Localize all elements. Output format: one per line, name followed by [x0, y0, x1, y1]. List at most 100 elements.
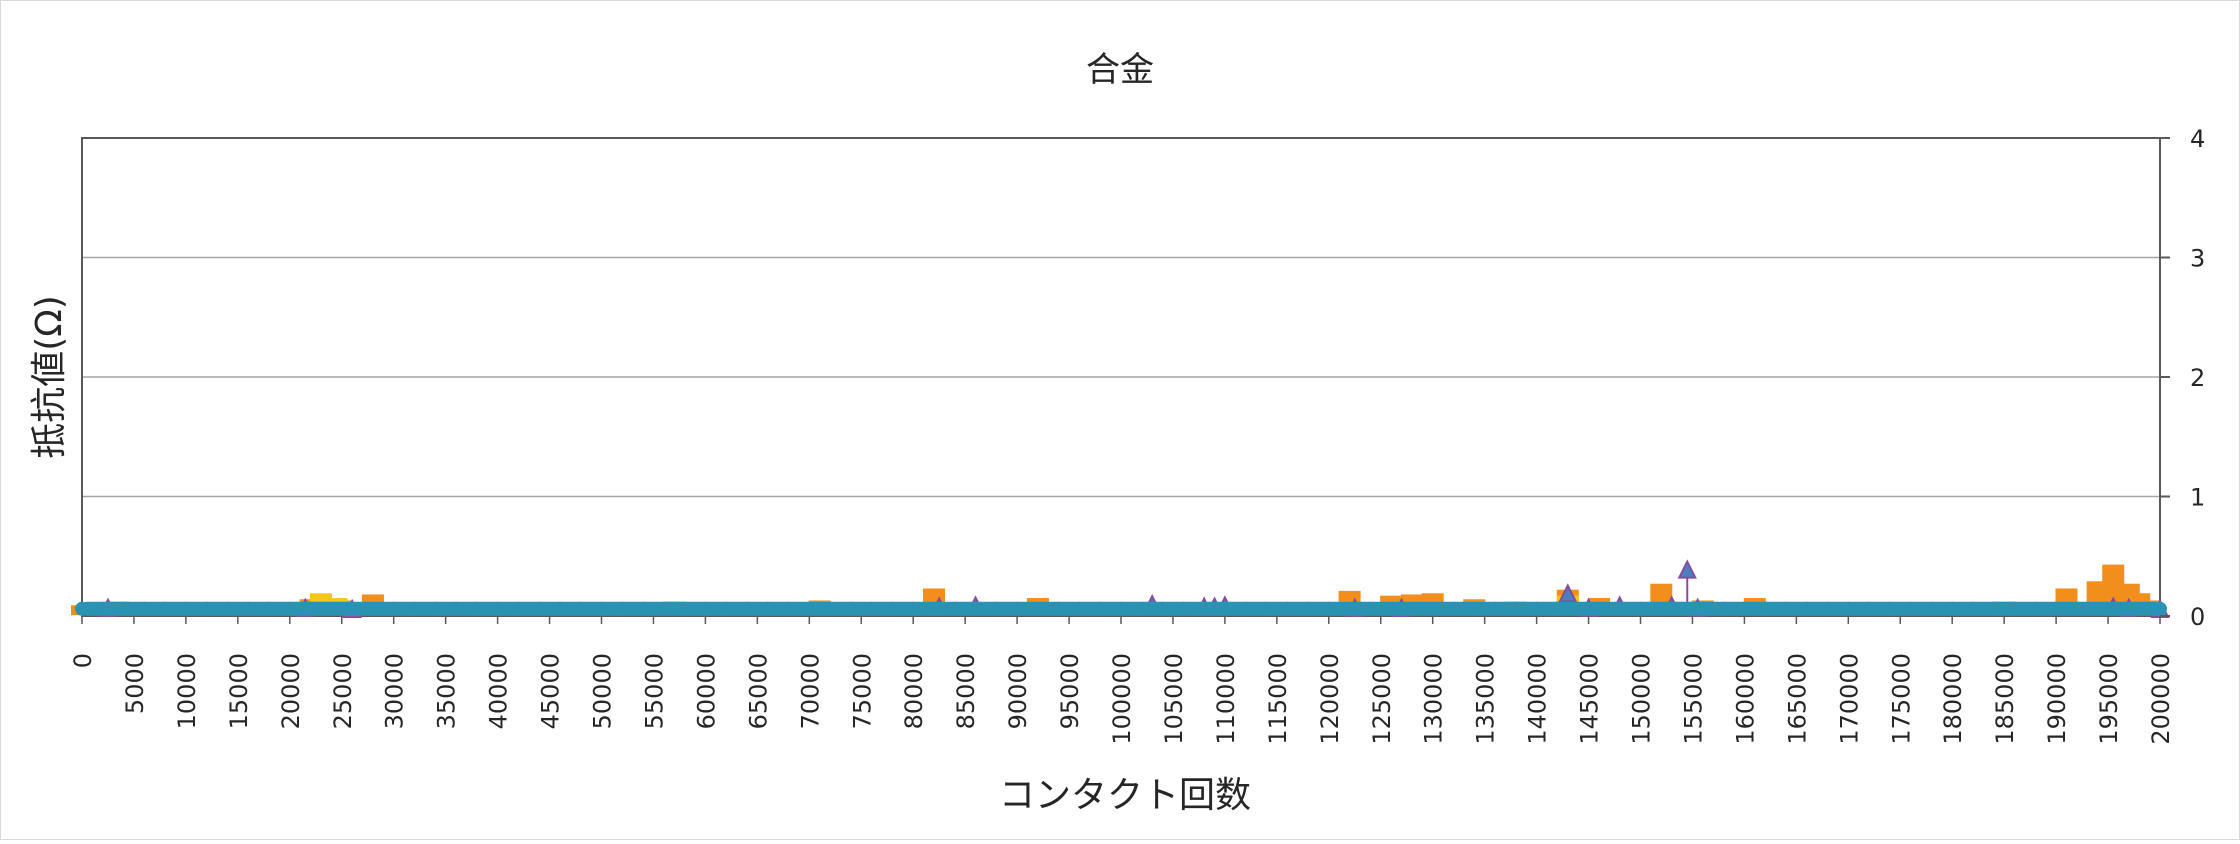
data-point-circle — [1404, 601, 1419, 616]
data-point-circle — [199, 601, 214, 616]
data-point-circle — [469, 601, 484, 616]
data-point-circle — [760, 601, 775, 616]
data-point-circle — [386, 601, 401, 616]
x-tick-label: 55000 — [640, 653, 668, 729]
data-point-circle — [1072, 601, 1087, 616]
data-point-circle — [2132, 601, 2147, 616]
data-point-circle — [1571, 601, 1586, 616]
y-axis-ticks: 0 1 2 3 4 — [2160, 125, 2205, 631]
data-point-circle — [1841, 601, 1856, 616]
data-point-circle — [2090, 601, 2105, 616]
data-point-circle — [1965, 601, 1980, 616]
data-point-circle — [428, 601, 443, 616]
data-point-circle — [843, 601, 858, 616]
x-tick-label: 150000 — [1628, 653, 1656, 745]
x-tick-label: 60000 — [692, 653, 720, 729]
data-point-circle — [220, 601, 235, 616]
data-point-circle — [1384, 601, 1399, 616]
data-point-circle — [1508, 601, 1523, 616]
data-point-circle — [1778, 601, 1793, 616]
data-point-circle — [1591, 601, 1606, 616]
data-point-circle — [2111, 601, 2126, 616]
data-point-circle — [1238, 601, 1253, 616]
data-point-circle — [1114, 601, 1128, 616]
data-point-circle — [823, 601, 838, 616]
x-tick-label: 0 — [69, 653, 97, 668]
x-tick-label: 160000 — [1731, 653, 1759, 745]
data-point-circle — [1217, 601, 1232, 616]
y-tick-label: 0 — [2190, 603, 2205, 631]
x-tick-label: 20000 — [277, 653, 305, 729]
x-tick-label: 25000 — [329, 653, 357, 729]
x-tick-label: 200000 — [2147, 653, 2175, 745]
x-tick-label: 75000 — [848, 653, 876, 729]
x-tick-label: 145000 — [1576, 653, 1604, 745]
data-point-circle — [1321, 601, 1336, 616]
data-point-circle — [407, 601, 422, 616]
data-point-circle — [594, 601, 609, 616]
data-point-circle — [1737, 601, 1752, 616]
x-tick-label: 5000 — [121, 653, 149, 714]
data-point-circle — [1467, 601, 1482, 616]
data-point-circle — [2069, 601, 2084, 616]
x-tick-label: 45000 — [537, 653, 565, 729]
x-tick-label: 105000 — [1160, 653, 1188, 745]
data-point-circle — [1342, 601, 1357, 616]
x-tick-label: 170000 — [1835, 653, 1863, 745]
data-point-circle — [989, 601, 1004, 616]
data-point-circle — [116, 601, 131, 616]
data-point-circle — [1155, 601, 1170, 616]
x-tick-label: 90000 — [1004, 653, 1032, 729]
y-tick-label: 4 — [2190, 125, 2205, 153]
data-point-circle — [1134, 601, 1149, 616]
data-point-circle — [1529, 601, 1544, 616]
x-tick-label: 35000 — [433, 653, 461, 729]
data-point-circle — [1051, 601, 1066, 616]
x-tick-label: 10000 — [173, 653, 201, 729]
data-point-circle — [906, 601, 921, 616]
data-point-circle — [698, 601, 713, 616]
x-tick-label: 50000 — [589, 653, 617, 729]
data-point-circle — [490, 601, 505, 616]
data-point-circle — [241, 601, 256, 616]
data-point-circle — [1093, 601, 1108, 616]
x-tick-label: 125000 — [1368, 653, 1396, 745]
x-axis-ticks: 0 5000 10000 15000 20000 25000 30000 35000 40000… — [69, 616, 2175, 745]
x-tick-label: 120000 — [1316, 653, 1344, 745]
data-point-circle — [1550, 601, 1565, 616]
x-tick-label: 40000 — [485, 653, 513, 729]
data-point-circle — [511, 601, 526, 616]
data-point-circle — [158, 601, 173, 616]
data-point-circle — [282, 601, 297, 616]
data-point-circle — [137, 601, 152, 616]
data-point-circle — [1633, 601, 1648, 616]
data-point-circle — [1820, 601, 1835, 616]
x-tick-label: 80000 — [900, 653, 928, 729]
data-point-circle — [1301, 601, 1316, 616]
data-point-circle — [719, 601, 734, 616]
x-tick-label: 65000 — [744, 653, 772, 729]
data-point-circle — [1030, 601, 1045, 616]
data-point-circle — [95, 601, 110, 616]
data-point-circle — [615, 601, 630, 616]
x-tick-label: 180000 — [1939, 653, 1967, 745]
data-point-triangle — [1677, 559, 1697, 579]
data-point-circle — [1799, 601, 1814, 616]
x-tick-label: 175000 — [1887, 653, 1915, 745]
data-point-circle — [885, 601, 900, 616]
y-tick-label: 2 — [2190, 364, 2205, 392]
data-point-triangle — [1558, 583, 1578, 603]
data-point-circle — [1675, 601, 1690, 616]
data-point-circle — [802, 601, 817, 616]
x-axis-title: コンタクト回数 — [999, 775, 1251, 816]
x-tick-label: 85000 — [952, 653, 980, 729]
gridlines — [82, 256, 2160, 498]
data-point-circle — [926, 601, 941, 616]
x-tick-label: 185000 — [1991, 653, 2019, 745]
x-tick-label: 110000 — [1212, 653, 1240, 745]
data-point-circle — [1197, 601, 1212, 616]
data-point-circle — [2028, 601, 2043, 616]
data-point-circle — [345, 601, 360, 616]
data-point-circle — [1945, 601, 1960, 616]
